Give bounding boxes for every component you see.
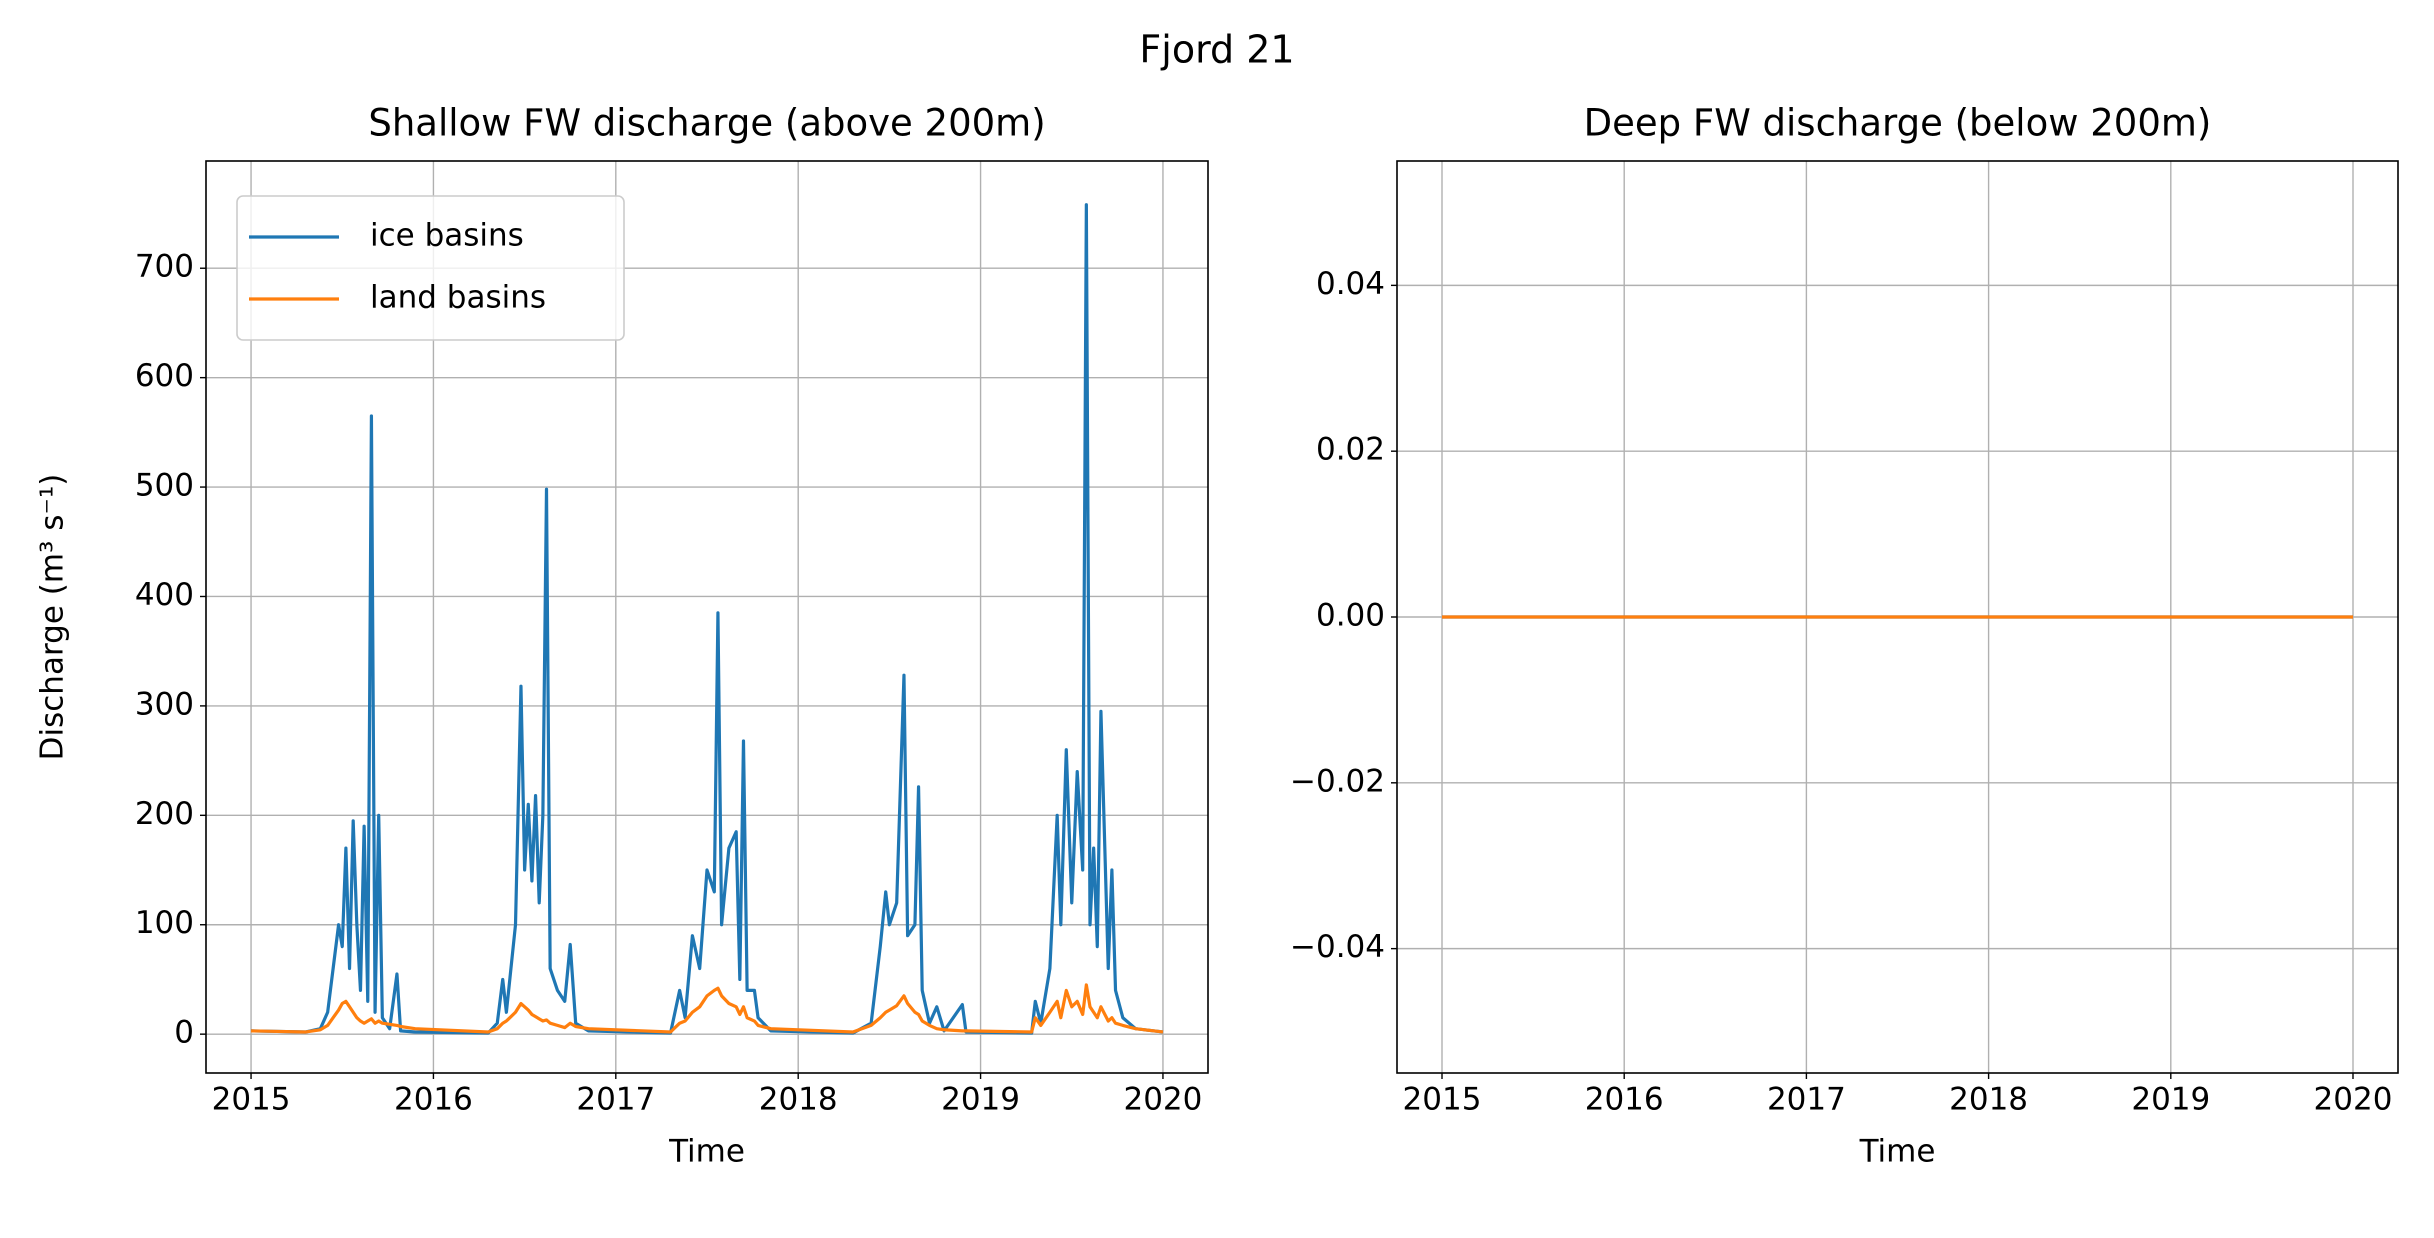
y-tick-label: 200 — [135, 796, 194, 832]
legend-label: land basins — [370, 280, 546, 316]
y-tick-label: 0 — [174, 1015, 194, 1051]
subplot-title: Deep FW discharge (below 200m) — [1584, 102, 2212, 145]
y-axis-label: Discharge (m³ s⁻¹) — [35, 474, 71, 761]
y-tick-label: 500 — [135, 468, 194, 504]
y-tick-label: 700 — [135, 249, 194, 285]
y-tick-label: 0.00 — [1316, 598, 1385, 634]
y-tick-label: 400 — [135, 577, 194, 613]
x-tick-label: 2017 — [576, 1082, 655, 1118]
x-tick-label: 2016 — [394, 1082, 473, 1118]
legend: ice basins land basins — [236, 195, 625, 341]
y-tick-label: 0.02 — [1316, 432, 1385, 468]
x-tick-label: 2017 — [1767, 1082, 1846, 1118]
y-tick-label: 100 — [135, 905, 194, 941]
x-tick-label: 2018 — [1949, 1082, 2028, 1118]
y-tick-label: 0.04 — [1316, 266, 1385, 302]
x-tick-label: 2015 — [1403, 1082, 1482, 1118]
legend-label: ice basins — [370, 218, 524, 254]
data-line — [251, 203, 1164, 1035]
axes-frame — [205, 160, 1209, 1074]
x-tick-label: 2016 — [1585, 1082, 1664, 1118]
data-line — [251, 983, 1164, 1034]
y-tick-label: −0.02 — [1290, 763, 1385, 799]
x-tick-label: 2015 — [212, 1082, 291, 1118]
legend-box — [236, 195, 625, 341]
axes-frame — [1396, 160, 2399, 1074]
y-tick-label: 300 — [135, 686, 194, 722]
y-tick-label: −0.04 — [1290, 929, 1385, 965]
x-tick-label: 2020 — [1123, 1082, 1202, 1118]
x-tick-label: 2019 — [941, 1082, 1020, 1118]
x-tick-label: 2019 — [2131, 1082, 2210, 1118]
x-tick-label: 2020 — [2314, 1082, 2393, 1118]
x-axis-label: Time — [1859, 1134, 1936, 1170]
x-tick-label: 2018 — [759, 1082, 838, 1118]
y-tick-label: 600 — [135, 358, 194, 394]
x-axis-label: Time — [668, 1134, 745, 1170]
subplot-title: Shallow FW discharge (above 200m) — [368, 102, 1045, 145]
figure-title: Fjord 21 — [1139, 28, 1294, 72]
